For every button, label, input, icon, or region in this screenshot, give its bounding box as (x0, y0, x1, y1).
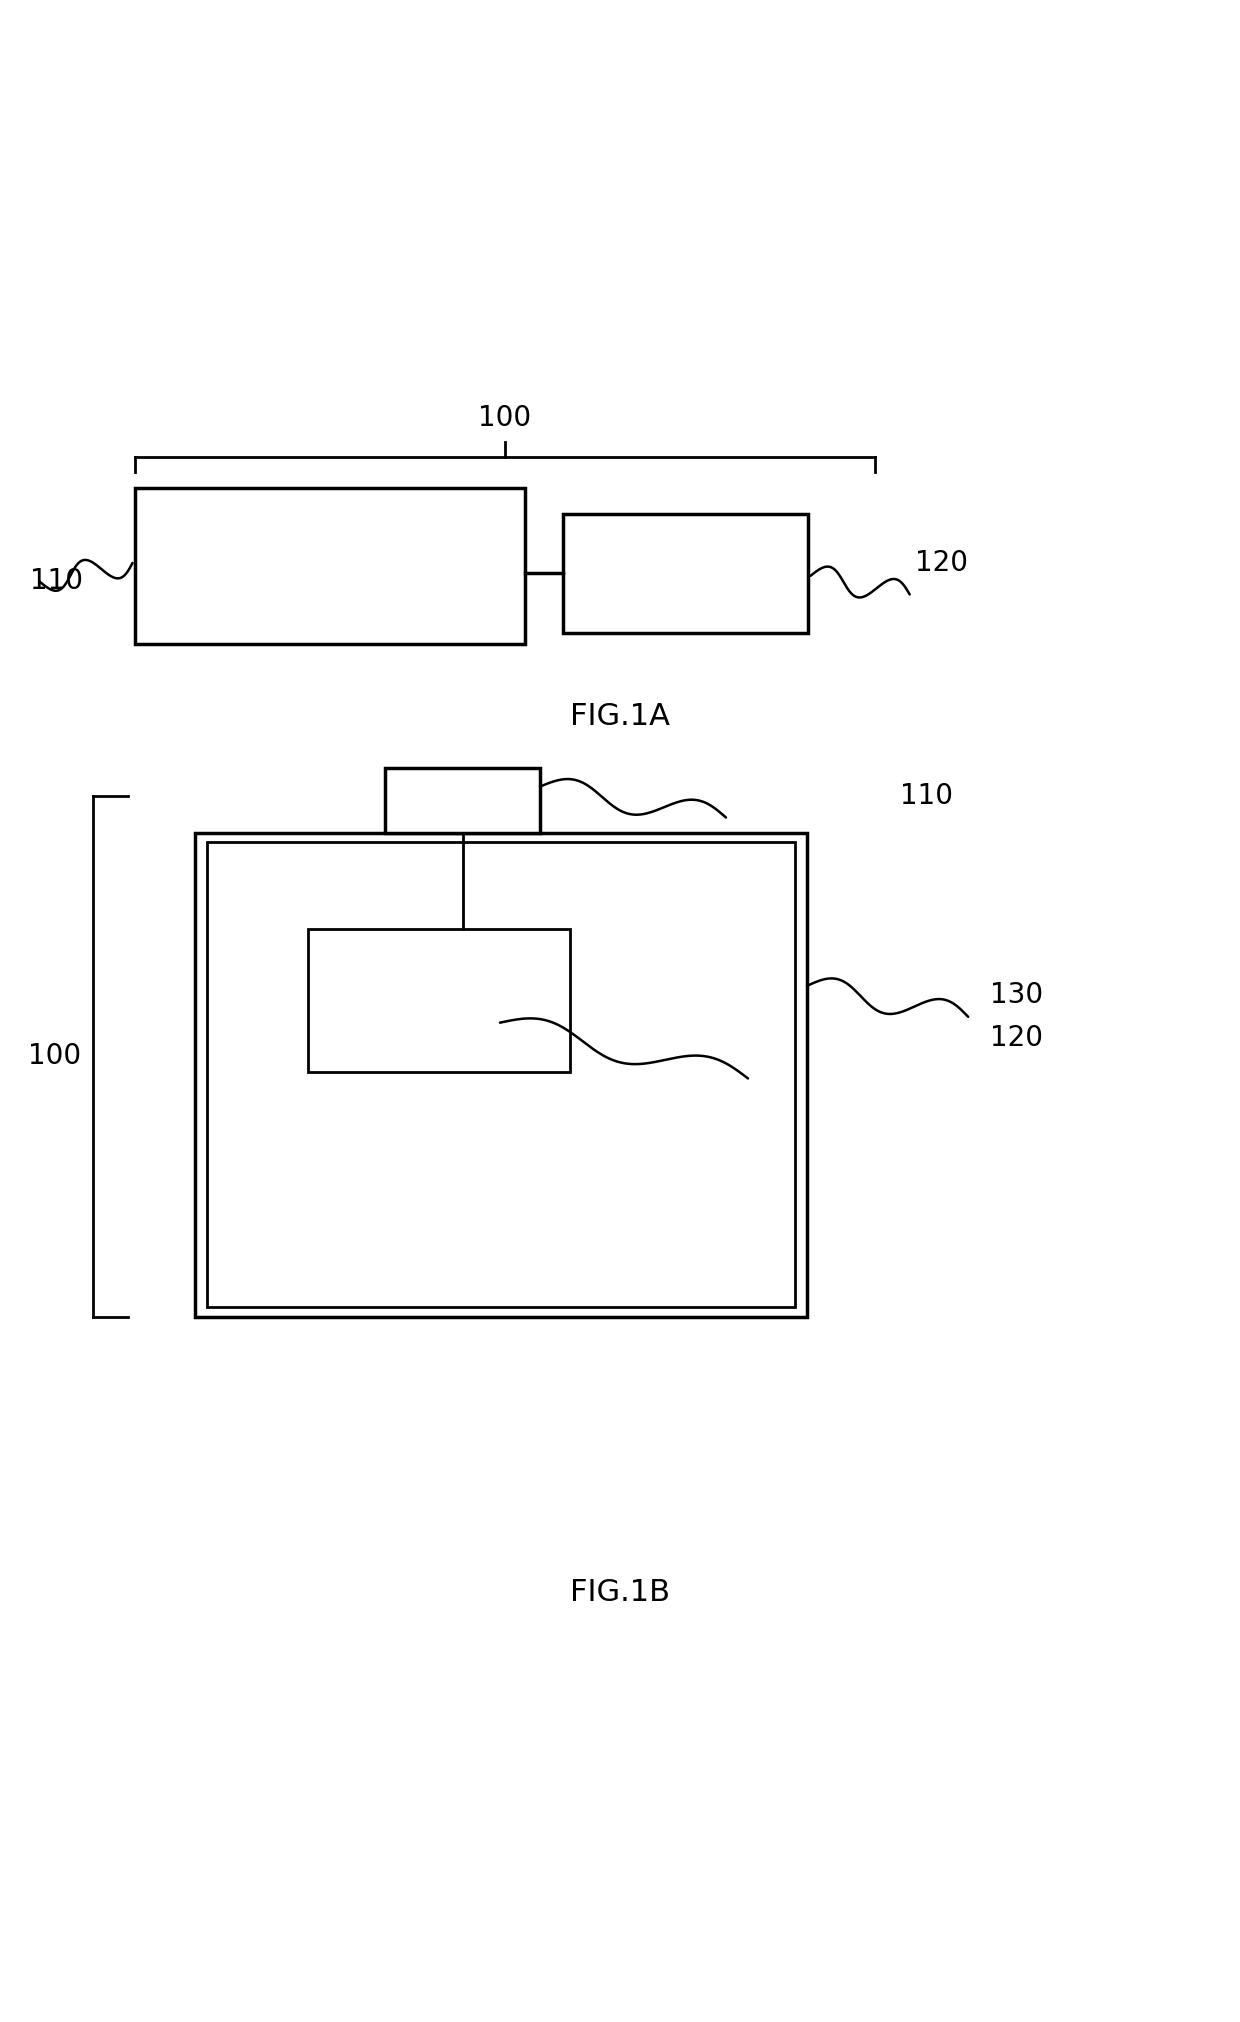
Text: FIG.1B: FIG.1B (570, 1579, 670, 1607)
Bar (207, 843, 795, 1306)
Text: FIG.1A: FIG.1A (570, 702, 670, 730)
Text: 130: 130 (990, 981, 1043, 1009)
Bar (308, 930, 570, 1072)
Text: 120: 120 (990, 1023, 1043, 1051)
Text: 110: 110 (30, 566, 83, 594)
Text: 100: 100 (479, 404, 532, 433)
Bar (135, 487, 525, 645)
Text: 120: 120 (915, 548, 968, 576)
Bar (563, 514, 808, 633)
Bar (195, 833, 807, 1316)
Bar (384, 768, 539, 833)
Text: 100: 100 (29, 1043, 82, 1070)
Text: 110: 110 (900, 783, 954, 809)
